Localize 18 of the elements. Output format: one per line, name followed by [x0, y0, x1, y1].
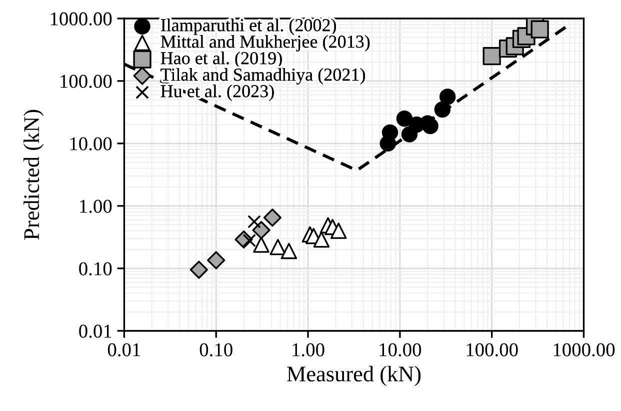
x-axis-title: Measured (kN) [287, 366, 421, 386]
y-tick-label: 0.01 [79, 324, 112, 338]
x-tick-label: 0.01 [108, 343, 140, 356]
x-tick-label: 0.10 [200, 343, 232, 356]
legend-label: Mittal and Mukherjee (2013) [160, 35, 370, 52]
y-axis-title: Predicted (kN) [23, 110, 44, 240]
legend-label: Hao et al. (2019) [160, 52, 282, 68]
y-tick-label: 10.00 [70, 137, 112, 150]
y-tick-label: 1000.00 [50, 12, 112, 26]
x-tick-label: 10.00 [380, 343, 422, 356]
x-tick-label: 100.00 [466, 343, 518, 356]
y-tick-label: 1.00 [80, 200, 112, 213]
y-tick-label: 0.10 [79, 262, 112, 276]
y-tick-label: 100.00 [60, 74, 112, 88]
x-tick-label: 1000.00 [554, 343, 615, 356]
x-tick-label: 1.00 [292, 343, 324, 356]
legend-label: Tilak and Samadhiya (2021) [160, 68, 365, 84]
legend-label: Ilamparuthi et al. (2002) [160, 18, 336, 35]
